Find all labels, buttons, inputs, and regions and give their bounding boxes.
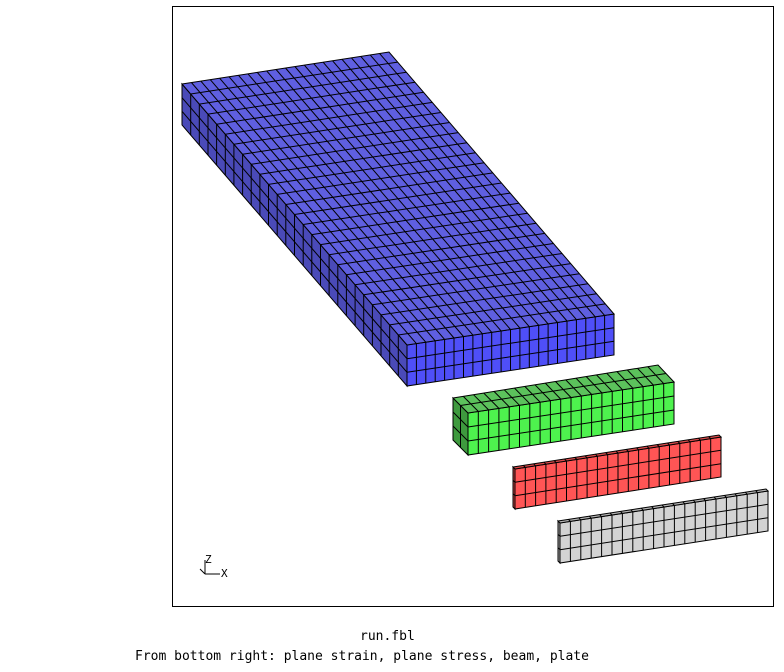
filename-caption: run.fbl (360, 629, 415, 644)
plate-front-grid-line (406, 327, 615, 360)
plate-top-grid-line (329, 222, 537, 256)
plane-strain-top-grid-line (578, 517, 582, 521)
plane-strain-mesh[interactable] (556, 488, 770, 565)
plate-top-grid-line (190, 61, 398, 95)
plane-stress-top-grid-line (708, 436, 712, 439)
plane-strain-top-grid-line (568, 519, 571, 522)
plane-stress-top-grid-line (533, 463, 536, 467)
axis-z-label: Z (205, 553, 212, 566)
plate-top-grid-line (311, 202, 519, 236)
plane-stress-top-grid-line (687, 439, 691, 443)
plate-top-grid-line (285, 172, 493, 205)
plane-strain-side-grid-line (557, 533, 561, 537)
plate-top-grid-line (372, 273, 580, 306)
mesh-scene: Z X (181, 51, 770, 580)
plane-stress-top-grid-line (564, 458, 567, 462)
plate-top-grid-line (259, 142, 467, 175)
plane-strain-top-grid-line (734, 493, 738, 497)
plane-strain-top-grid-line (588, 515, 592, 519)
plane-strain-top-grid-line (609, 512, 613, 516)
plane-stress-top-grid-line (595, 453, 598, 457)
plane-strain-front-grid-line (559, 503, 769, 537)
plane-stress-top-grid-line (656, 444, 660, 447)
plane-stress-top-grid-line (543, 461, 547, 465)
graphics-viewport[interactable]: Z X (172, 6, 774, 607)
plane-stress-side-grid-line (512, 493, 516, 497)
plane-strain-top-grid-line (630, 509, 634, 513)
plane-strain-top-grid-line (692, 499, 696, 503)
plate-top-grid-line (380, 283, 589, 316)
beam-mesh[interactable] (451, 364, 676, 457)
plate-top-grid-line (355, 253, 563, 286)
plate-top-grid-line (294, 182, 502, 215)
plane-stress-side-grid-line (512, 479, 516, 483)
beam-top-grid-line (460, 373, 667, 406)
plane-strain-top-grid-line (599, 514, 602, 517)
beam-side-grid-line (452, 411, 469, 428)
plane-strain-top-grid-line (651, 506, 654, 509)
plate-top-grid-line (268, 152, 476, 185)
plate-side-grid-line (181, 110, 408, 373)
plane-stress-top-grid-line (667, 442, 670, 446)
plate-top-grid-line (233, 112, 441, 145)
plane-stress-top-grid-line (646, 445, 650, 449)
plane-stress-top-grid-line (636, 447, 639, 451)
plane-strain-top-grid-line (620, 511, 623, 514)
plane-stress-top-grid-line (625, 449, 629, 452)
plane-stress-top-grid-line (553, 460, 557, 463)
plane-strain-top-grid-line (703, 498, 706, 501)
plane-strain-top-grid-line (744, 491, 748, 495)
plane-stress-front-grid-line (514, 449, 722, 483)
plate-top-grid-line (242, 122, 450, 155)
axis-x-label: X (221, 567, 228, 580)
beam-side-grid-line (452, 425, 469, 442)
beam-front-grid-line (467, 409, 675, 442)
plane-strain-top-grid-line (640, 507, 644, 511)
plate-top-grid-line (251, 132, 459, 165)
beam-front-grid-line (467, 395, 675, 428)
plate-top-grid-line (207, 81, 416, 115)
plate-top-grid-line (277, 162, 485, 195)
plane-strain-front-grid-line (559, 517, 769, 551)
plate-top-grid-line (199, 71, 407, 105)
plate-side-grid-line (181, 97, 408, 360)
plane-stress-front-grid-line (514, 463, 722, 497)
plane-strain-side-grid-line (557, 547, 561, 551)
plate-top-grid-line (389, 293, 597, 326)
plane-stress-top-grid-line (574, 457, 578, 460)
plate-mesh[interactable] (181, 51, 615, 388)
plate-top-grid-line (320, 212, 528, 246)
plate-front-grid-line (406, 340, 615, 373)
plane-stress-top-grid-line (605, 452, 609, 455)
description-caption: From bottom right: plane strain, plane s… (135, 649, 589, 664)
plane-strain-top-grid-line (661, 504, 665, 508)
plate-top-grid-line (346, 243, 554, 276)
plate-top-grid-line (337, 232, 545, 266)
plane-stress-top-grid-line (522, 465, 526, 468)
plane-strain-top-grid-line (672, 503, 675, 506)
plane-stress-top-grid-line (677, 441, 681, 444)
plane-stress-top-grid-line (584, 455, 588, 459)
plate-top-grid-line (363, 263, 571, 296)
plane-strain-top-grid-line (682, 501, 686, 505)
plate-top-grid-line (225, 101, 433, 135)
plate-top-grid-line (216, 91, 424, 125)
plane-strain-top-grid-line (755, 490, 758, 493)
plate-top-grid-line (303, 192, 511, 225)
plane-stress-top-grid-line (698, 437, 701, 441)
plate-top-grid-line (398, 303, 606, 336)
axis-triad-icon: Z X (199, 553, 228, 580)
plane-strain-top-grid-line (724, 495, 727, 498)
plane-strain-top-grid-line (713, 496, 717, 500)
plane-stress-mesh[interactable] (511, 434, 723, 511)
plane-stress-top-grid-line (615, 450, 619, 454)
